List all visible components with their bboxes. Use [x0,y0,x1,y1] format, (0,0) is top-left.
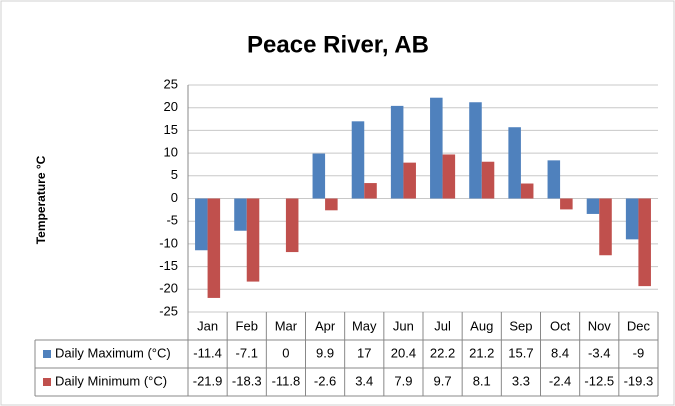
bar [520,183,534,199]
bar [547,160,561,199]
y-tick-label: -20 [159,281,178,296]
bar [312,153,326,199]
bar [364,183,377,199]
bar [442,154,456,199]
table-value: -9 [633,345,645,360]
table-value: 7.9 [394,373,412,388]
x-tick-label: Jan [197,318,218,333]
y-tick-label: -5 [166,213,178,228]
table-value: 17 [357,345,371,360]
table-value: -2.4 [549,373,571,388]
x-tick-label: Mar [275,318,298,333]
bar [325,198,338,211]
y-tick-label: 15 [164,122,178,137]
chart-title: Peace River, AB [247,31,429,58]
table-value: 3.4 [355,373,373,388]
y-tick-label: 10 [164,145,178,160]
x-tick-label: Nov [588,318,612,333]
y-tick-label: -15 [159,258,178,273]
bar [403,162,416,199]
table-value: 8.4 [551,345,569,360]
bar [285,198,299,253]
y-tick-label: 0 [171,190,178,205]
y-tick-label: -25 [159,303,178,318]
bar [430,97,443,199]
y-tick-label: 25 [164,76,178,91]
table-value: -7.1 [236,345,258,360]
x-tick-label: Jul [434,318,451,333]
table-value: -19.3 [624,373,654,388]
legend-swatch [43,378,51,386]
x-tick-label: Feb [236,318,258,333]
bar [638,198,651,287]
table-value: 20.4 [391,345,416,360]
table-value: -3.4 [588,345,610,360]
bar [508,127,521,199]
y-tick-label: 20 [164,99,178,114]
table-value: -18.3 [232,373,262,388]
table-value: -11.8 [272,373,301,388]
bar [195,198,208,251]
bar [481,161,495,199]
bar [351,121,365,199]
table-value: 0 [282,345,289,360]
bar [560,198,573,210]
bar [586,198,600,214]
y-axis-label: Temperature °C [34,155,48,244]
bar [234,198,247,231]
bar [599,198,612,256]
table-value: -21.9 [193,373,223,388]
x-tick-label: Jun [393,318,414,333]
x-tick-label: Apr [315,318,336,333]
table-value: -2.6 [314,373,336,388]
table-value: 3.3 [512,373,530,388]
y-tick-label: 5 [171,167,178,182]
legend-label: Daily Maximum (°C) [55,345,171,360]
bar [469,102,482,199]
table-value: -11.4 [193,345,222,360]
table-value: 22.2 [430,345,455,360]
x-tick-label: Sep [509,318,532,333]
legend-label: Daily Minimum (°C) [55,373,167,388]
legend-swatch [43,350,51,358]
table-value: 21.2 [469,345,494,360]
table-value: 8.1 [473,373,491,388]
y-tick-label: -10 [159,235,178,250]
x-tick-label: Oct [550,318,571,333]
bar [625,198,639,240]
table-value: 9.7 [434,373,452,388]
x-tick-label: Dec [627,318,651,333]
table-value: 9.9 [316,345,334,360]
bar [246,198,260,282]
x-tick-label: Aug [470,318,493,333]
x-tick-label: May [352,318,377,333]
bar [390,105,404,199]
table-value: -12.5 [584,373,614,388]
table-value: 15.7 [508,345,533,360]
bar [207,198,221,298]
